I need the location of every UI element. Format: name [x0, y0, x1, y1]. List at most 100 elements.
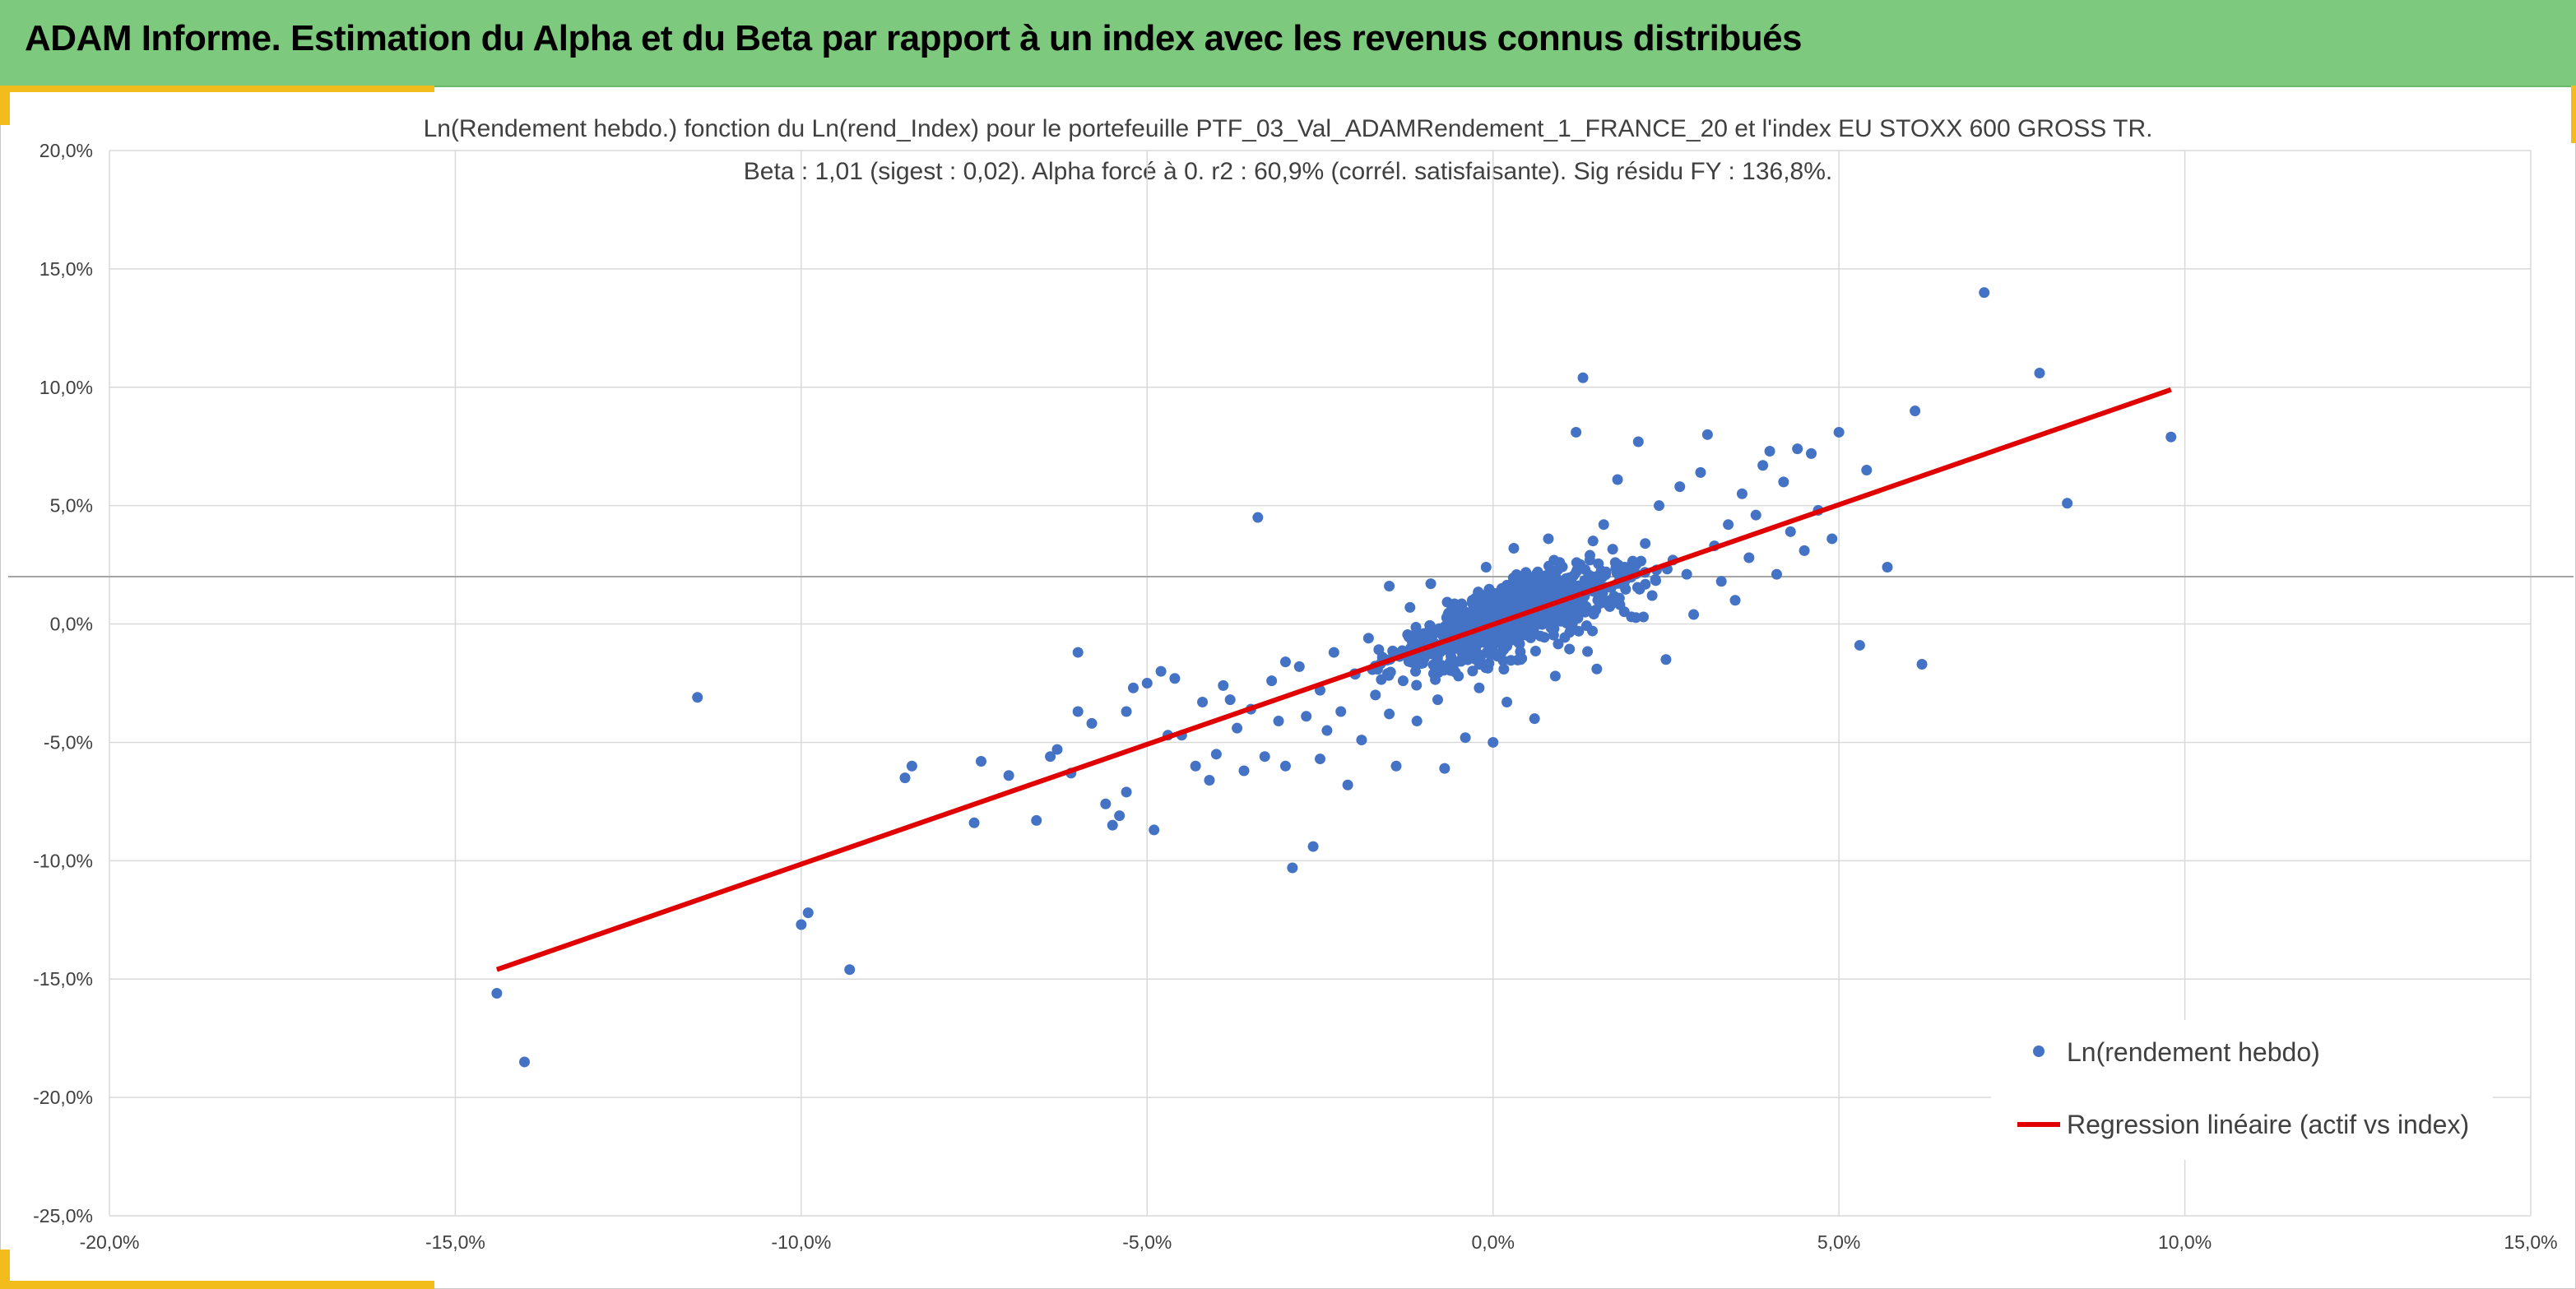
data-point: [1480, 662, 1492, 674]
data-point: [1553, 638, 1564, 650]
data-point: [802, 907, 814, 919]
data-point: [1197, 697, 1209, 708]
data-point: [1003, 770, 1014, 781]
data-point: [1771, 568, 1782, 580]
data-point: [1646, 590, 1658, 601]
data-point: [1750, 509, 1761, 521]
data-point: [975, 755, 986, 767]
data-point: [1539, 632, 1550, 643]
data-point: [1515, 616, 1527, 628]
data-point: [1564, 643, 1576, 655]
data-point: [1406, 656, 1418, 668]
accent-bar-left-top: [0, 86, 10, 125]
data-point: [1483, 583, 1495, 595]
data-point: [1410, 665, 1422, 677]
data-point: [1498, 664, 1510, 675]
data-point: [1799, 545, 1810, 556]
data-point: [1527, 593, 1539, 605]
data-point: [1155, 665, 1167, 677]
y-tick-label: -10,0%: [33, 850, 93, 871]
data-point: [2034, 368, 2045, 379]
y-tick-label: -20,0%: [33, 1087, 93, 1108]
data-point: [1259, 751, 1270, 763]
data-point: [1607, 544, 1618, 555]
data-point: [1509, 599, 1520, 610]
chart-title: Ln(Rendement hebdo.) fonction du Ln(rend…: [423, 115, 2153, 142]
data-point: [1479, 609, 1491, 620]
data-point: [1854, 639, 1865, 651]
data-point: [1051, 744, 1063, 755]
data-point: [1701, 429, 1713, 440]
data-point: [1785, 526, 1796, 537]
data-point: [1440, 620, 1451, 632]
data-point: [1558, 585, 1570, 596]
data-point: [1566, 579, 1578, 591]
data-point: [1190, 760, 1201, 772]
data-point: [1729, 595, 1741, 606]
data-point: [1650, 575, 1661, 587]
data-point: [1045, 751, 1056, 763]
data-point: [1593, 558, 1604, 569]
y-tick-label: -5,0%: [44, 731, 93, 753]
legend-marker-scatter: [2033, 1046, 2045, 1057]
data-point: [1411, 679, 1423, 691]
data-point: [1587, 536, 1599, 547]
y-tick-label: 20,0%: [39, 140, 93, 161]
data-point: [1475, 589, 1487, 600]
data-point: [1529, 646, 1541, 657]
data-point: [1480, 561, 1492, 573]
data-point: [1238, 765, 1250, 777]
chart-subtitle: Beta : 1,01 (sigest : 0,02). Alpha forcé…: [743, 158, 1833, 185]
data-point: [1548, 623, 1560, 634]
y-tick-label: 15,0%: [39, 258, 93, 280]
data-point: [844, 964, 856, 976]
data-point: [1204, 774, 1215, 786]
data-point: [1806, 447, 1817, 459]
data-point: [1293, 661, 1305, 672]
data-point: [968, 817, 980, 828]
data-point: [1674, 481, 1686, 493]
data-point: [1411, 716, 1423, 727]
data-point: [1439, 763, 1450, 774]
y-tick-label: -25,0%: [33, 1205, 93, 1226]
data-point: [1321, 725, 1333, 736]
data-point: [796, 919, 807, 930]
data-point: [2165, 431, 2177, 443]
data-point: [1591, 663, 1603, 675]
data-point: [1516, 582, 1528, 593]
data-point: [1432, 667, 1444, 679]
data-point: [1362, 633, 1374, 644]
data-point: [1529, 713, 1540, 725]
data-point: [1548, 554, 1560, 566]
data-point: [1764, 445, 1775, 457]
data-point: [1307, 841, 1319, 852]
data-point: [1743, 552, 1755, 563]
data-point: [1485, 649, 1497, 661]
data-point: [1266, 675, 1278, 687]
data-point: [1467, 665, 1478, 677]
data-point: [1469, 615, 1480, 627]
data-point: [1432, 694, 1443, 706]
x-tick-label: 15,0%: [2504, 1231, 2557, 1253]
x-tick-label: 10,0%: [2158, 1231, 2212, 1253]
data-point: [1632, 436, 1644, 447]
data-point: [1446, 656, 1458, 668]
y-tick-label: 10,0%: [39, 377, 93, 398]
data-point: [1681, 568, 1692, 580]
data-point: [1505, 655, 1516, 666]
y-tick-label: -15,0%: [33, 968, 93, 990]
data-point: [1516, 652, 1528, 664]
data-point: [1612, 474, 1623, 485]
title-banner: ADAM Informe. Estimation du Alpha et du …: [0, 0, 2576, 87]
data-point: [1072, 647, 1084, 658]
data-point: [1423, 625, 1435, 637]
data-point: [1882, 561, 1893, 573]
data-point: [1031, 814, 1042, 826]
data-point: [1072, 706, 1084, 717]
legend-box: [1991, 1020, 2493, 1160]
data-point: [1425, 578, 1437, 590]
data-point: [1384, 708, 1395, 720]
data-point: [1456, 647, 1468, 659]
data-point: [1121, 786, 1132, 798]
data-point: [1757, 460, 1769, 471]
